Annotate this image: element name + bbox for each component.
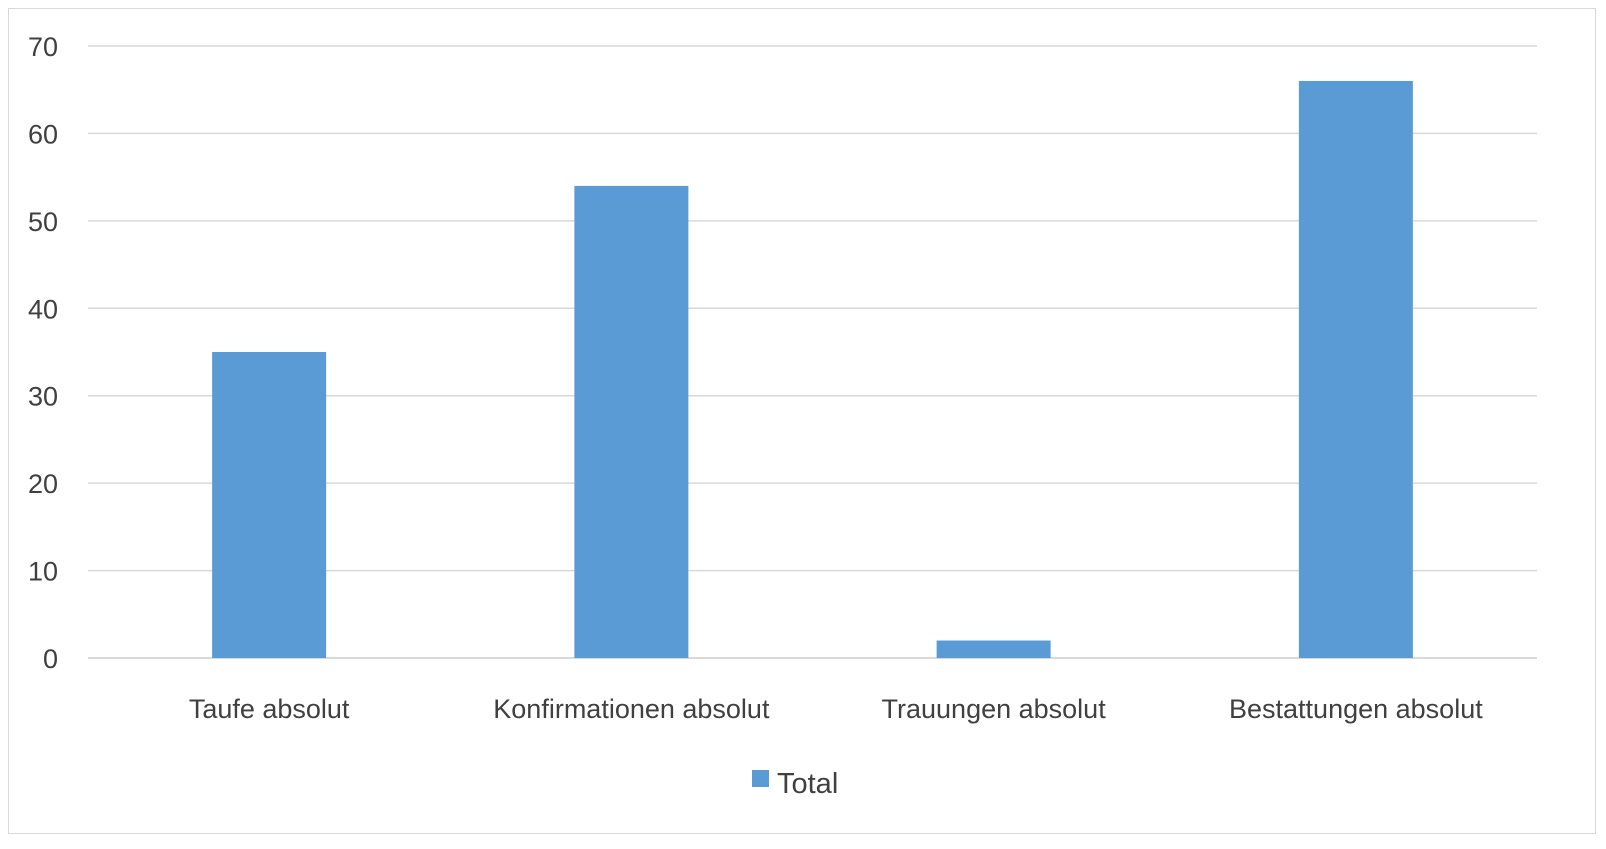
legend: Total — [752, 768, 838, 800]
y-tick-label: 0 — [43, 644, 58, 674]
y-tick-label: 40 — [28, 294, 58, 324]
bar-konfirmationen-absolut — [574, 185, 689, 658]
x-category-label: Konfirmationen absolut — [493, 694, 770, 724]
y-tick-label: 30 — [28, 382, 58, 412]
y-tick-label: 70 — [28, 32, 58, 62]
y-tick-label: 10 — [28, 557, 58, 587]
y-tick-label: 50 — [28, 207, 58, 237]
gridlines — [88, 45, 1537, 659]
y-tick-label: 20 — [28, 469, 58, 499]
y-axis-tick-labels: 0 10 20 30 40 50 60 70 — [28, 32, 58, 674]
bar-bestattungen-absolut — [1298, 80, 1413, 658]
x-axis-category-labels: Taufe absolut Konfirmationen absolut Trauu… — [189, 694, 1483, 724]
legend-label-total: Total — [777, 768, 838, 800]
bars — [212, 80, 1413, 658]
x-category-label: Taufe absolut — [189, 694, 350, 724]
legend-swatch-total — [752, 770, 769, 787]
bar-taufe-absolut — [212, 352, 327, 658]
x-category-label: Bestattungen absolut — [1229, 694, 1483, 724]
bar-trauungen-absolut — [936, 640, 1051, 658]
y-tick-label: 60 — [28, 119, 58, 149]
x-category-label: Trauungen absolut — [882, 694, 1107, 724]
